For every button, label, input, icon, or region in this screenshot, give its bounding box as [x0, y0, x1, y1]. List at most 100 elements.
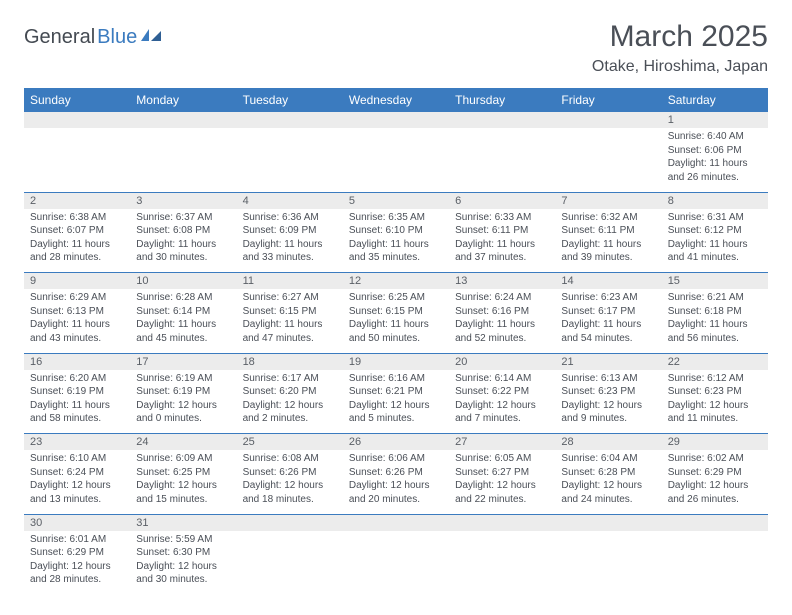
- sunset-text: Sunset: 6:22 PM: [455, 385, 549, 399]
- day-content: Sunrise: 6:17 AMSunset: 6:20 PMDaylight:…: [237, 370, 343, 430]
- daylight-text: Daylight: 11 hours and 30 minutes.: [136, 238, 230, 265]
- sunrise-text: Sunrise: 6:06 AM: [349, 452, 443, 466]
- sunset-text: Sunset: 6:27 PM: [455, 466, 549, 480]
- day-number-empty: [24, 112, 130, 128]
- calendar-week-row: 9Sunrise: 6:29 AMSunset: 6:13 PMDaylight…: [24, 273, 768, 353]
- daylight-text: Daylight: 12 hours and 0 minutes.: [136, 399, 230, 426]
- sunset-text: Sunset: 6:10 PM: [349, 224, 443, 238]
- calendar-cell: 17Sunrise: 6:19 AMSunset: 6:19 PMDayligh…: [130, 354, 236, 434]
- calendar-cell: [662, 515, 768, 595]
- day-content: Sunrise: 6:27 AMSunset: 6:15 PMDaylight:…: [237, 289, 343, 349]
- day-content: Sunrise: 6:37 AMSunset: 6:08 PMDaylight:…: [130, 209, 236, 269]
- sunset-text: Sunset: 6:20 PM: [243, 385, 337, 399]
- day-number: 24: [130, 434, 236, 450]
- calendar-cell: [555, 515, 661, 595]
- calendar-cell: 29Sunrise: 6:02 AMSunset: 6:29 PMDayligh…: [662, 434, 768, 514]
- day-content: Sunrise: 6:01 AMSunset: 6:29 PMDaylight:…: [24, 531, 130, 591]
- day-content: Sunrise: 6:19 AMSunset: 6:19 PMDaylight:…: [130, 370, 236, 430]
- page: GeneralBlue March 2025 Otake, Hiroshima,…: [0, 0, 792, 615]
- calendar-cell: 28Sunrise: 6:04 AMSunset: 6:28 PMDayligh…: [555, 434, 661, 514]
- sunset-text: Sunset: 6:23 PM: [561, 385, 655, 399]
- sunset-text: Sunset: 6:13 PM: [30, 305, 124, 319]
- calendar-cell: 11Sunrise: 6:27 AMSunset: 6:15 PMDayligh…: [237, 273, 343, 353]
- sunrise-text: Sunrise: 6:33 AM: [455, 211, 549, 225]
- sunset-text: Sunset: 6:19 PM: [30, 385, 124, 399]
- day-number: 29: [662, 434, 768, 450]
- daylight-text: Daylight: 12 hours and 15 minutes.: [136, 479, 230, 506]
- calendar-cell: 25Sunrise: 6:08 AMSunset: 6:26 PMDayligh…: [237, 434, 343, 514]
- calendar-cell: 9Sunrise: 6:29 AMSunset: 6:13 PMDaylight…: [24, 273, 130, 353]
- day-number: 4: [237, 193, 343, 209]
- logo-text-general: General: [24, 26, 95, 49]
- daylight-text: Daylight: 11 hours and 26 minutes.: [668, 157, 762, 184]
- day-number-empty: [449, 112, 555, 128]
- day-content: Sunrise: 6:20 AMSunset: 6:19 PMDaylight:…: [24, 370, 130, 430]
- calendar-cell: 24 Sunrise: 6:09 AMSunset: 6:25 PMDayligh…: [130, 434, 236, 514]
- day-number: 23: [24, 434, 130, 450]
- day-number-empty: [343, 515, 449, 531]
- daylight-text: Daylight: 12 hours and 18 minutes.: [243, 479, 337, 506]
- calendar-cell: 13Sunrise: 6:24 AMSunset: 6:16 PMDayligh…: [449, 273, 555, 353]
- sunrise-text: Sunrise: 6:09 AM: [136, 452, 230, 466]
- calendar-cell: [555, 112, 661, 192]
- day-content: Sunrise: 6:29 AMSunset: 6:13 PMDaylight:…: [24, 289, 130, 349]
- weekday-header: Friday: [555, 88, 661, 112]
- calendar-week-row: 16Sunrise: 6:20 AMSunset: 6:19 PMDayligh…: [24, 354, 768, 434]
- sunset-text: Sunset: 6:16 PM: [455, 305, 549, 319]
- sunset-text: Sunset: 6:29 PM: [30, 546, 124, 560]
- sunrise-text: Sunrise: 6:12 AM: [668, 372, 762, 386]
- daylight-text: Daylight: 11 hours and 50 minutes.: [349, 318, 443, 345]
- day-content: Sunrise: 6:35 AMSunset: 6:10 PMDaylight:…: [343, 209, 449, 269]
- calendar-week-row: 2Sunrise: 6:38 AMSunset: 6:07 PMDaylight…: [24, 193, 768, 273]
- sunset-text: Sunset: 6:25 PM: [136, 466, 230, 480]
- day-number: 6: [449, 193, 555, 209]
- sunset-text: Sunset: 6:08 PM: [136, 224, 230, 238]
- logo-text-blue: Blue: [97, 26, 137, 49]
- sunrise-text: Sunrise: 6:36 AM: [243, 211, 337, 225]
- day-number: 5: [343, 193, 449, 209]
- weekday-header: Wednesday: [343, 88, 449, 112]
- calendar-table: SundayMondayTuesdayWednesdayThursdayFrid…: [24, 88, 768, 595]
- daylight-text: Daylight: 12 hours and 7 minutes.: [455, 399, 549, 426]
- day-number-empty: [343, 112, 449, 128]
- daylight-text: Daylight: 12 hours and 22 minutes.: [455, 479, 549, 506]
- calendar-cell: 14Sunrise: 6:23 AMSunset: 6:17 PMDayligh…: [555, 273, 661, 353]
- day-number: 31: [130, 515, 236, 531]
- sunrise-text: Sunrise: 6:40 AM: [668, 130, 762, 144]
- daylight-text: Daylight: 12 hours and 13 minutes.: [30, 479, 124, 506]
- calendar-week-row: 1Sunrise: 6:40 AMSunset: 6:06 PMDaylight…: [24, 112, 768, 192]
- daylight-text: Daylight: 12 hours and 11 minutes.: [668, 399, 762, 426]
- day-number: 27: [449, 434, 555, 450]
- day-content: Sunrise: 6:16 AMSunset: 6:21 PMDaylight:…: [343, 370, 449, 430]
- day-content: Sunrise: 6:25 AMSunset: 6:15 PMDaylight:…: [343, 289, 449, 349]
- sunset-text: Sunset: 6:11 PM: [561, 224, 655, 238]
- calendar-cell: 16Sunrise: 6:20 AMSunset: 6:19 PMDayligh…: [24, 354, 130, 434]
- day-number: 7: [555, 193, 661, 209]
- sunrise-text: Sunrise: 6:19 AM: [136, 372, 230, 386]
- sunset-text: Sunset: 6:11 PM: [455, 224, 549, 238]
- sunrise-text: Sunrise: 6:02 AM: [668, 452, 762, 466]
- daylight-text: Daylight: 12 hours and 5 minutes.: [349, 399, 443, 426]
- day-content: Sunrise: 6:36 AMSunset: 6:09 PMDaylight:…: [237, 209, 343, 269]
- day-number-empty: [555, 112, 661, 128]
- calendar-cell: [130, 112, 236, 192]
- daylight-text: Daylight: 11 hours and 47 minutes.: [243, 318, 337, 345]
- day-content: Sunrise: 6:05 AMSunset: 6:27 PMDaylight:…: [449, 450, 555, 510]
- daylight-text: Daylight: 11 hours and 52 minutes.: [455, 318, 549, 345]
- weekday-header: Tuesday: [237, 88, 343, 112]
- sunrise-text: Sunrise: 6:13 AM: [561, 372, 655, 386]
- daylight-text: Daylight: 11 hours and 45 minutes.: [136, 318, 230, 345]
- sunrise-text: Sunrise: 6:21 AM: [668, 291, 762, 305]
- day-content: Sunrise: 6:04 AMSunset: 6:28 PMDaylight:…: [555, 450, 661, 510]
- day-number: 14: [555, 273, 661, 289]
- calendar-cell: [24, 112, 130, 192]
- sunset-text: Sunset: 6:23 PM: [668, 385, 762, 399]
- calendar-cell: 26Sunrise: 6:06 AMSunset: 6:26 PMDayligh…: [343, 434, 449, 514]
- weekday-header-row: SundayMondayTuesdayWednesdayThursdayFrid…: [24, 88, 768, 112]
- calendar-cell: 23Sunrise: 6:10 AMSunset: 6:24 PMDayligh…: [24, 434, 130, 514]
- sunset-text: Sunset: 6:15 PM: [243, 305, 337, 319]
- day-number: 30: [24, 515, 130, 531]
- sunrise-text: Sunrise: 6:25 AM: [349, 291, 443, 305]
- day-number-empty: [555, 515, 661, 531]
- calendar-cell: [237, 112, 343, 192]
